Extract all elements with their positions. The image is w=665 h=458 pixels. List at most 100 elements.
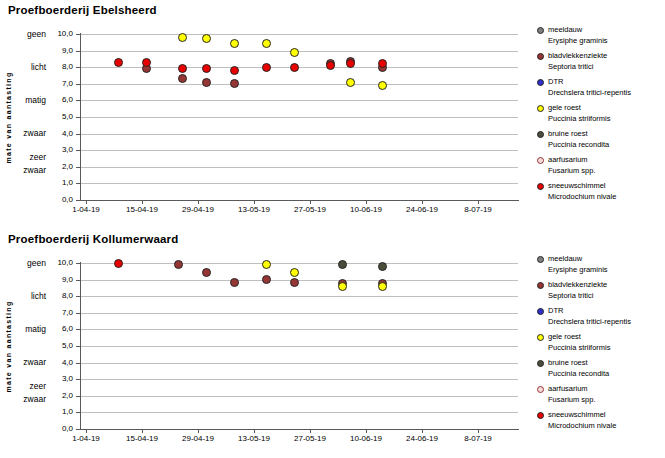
data-point-bladvlekkenziekte — [178, 74, 187, 83]
legend-item-gele-roest: gele roestPuccinia striiformis — [537, 331, 663, 353]
y-axis-tick-label: 2,0 — [47, 162, 73, 171]
legend-label: bruine roest — [548, 128, 663, 139]
legend-item-sneeuwschimmel: sneeuwschimmelMicrodochium nivale — [537, 180, 663, 202]
data-point-bladvlekkenziekte — [174, 260, 183, 269]
y-axis-tick-label: 7,0 — [47, 79, 73, 88]
x-axis-tick-mark — [198, 201, 199, 204]
severity-label: zeer zwaar — [0, 151, 46, 177]
x-axis-line — [80, 200, 519, 201]
x-axis-tick-mark — [366, 430, 367, 433]
legend-latin-label: Microdochium nivale — [548, 420, 663, 431]
legend-item-bruine-roest: bruine roestPuccinia recondita — [537, 128, 663, 150]
severity-label: geen — [0, 257, 46, 270]
severity-label: matig — [0, 323, 46, 336]
legend-label: gele roest — [548, 102, 663, 113]
x-axis-tick-label: 13-05-19 — [226, 434, 282, 443]
y-axis-tick-label: 8,0 — [47, 62, 73, 71]
gridline — [80, 34, 518, 35]
legend-marker-aarfusarium — [537, 386, 544, 393]
legend-marker-bladvlekkenziekte — [537, 53, 544, 60]
data-point-sneeuwschimmel — [326, 61, 335, 70]
y-axis-title-text: mate van aantasting — [4, 71, 11, 163]
x-axis-tick-label: 10-06-19 — [338, 434, 394, 443]
severity-label: matig — [0, 94, 46, 107]
data-point-gele-roest — [378, 81, 387, 90]
x-axis-tick-label: 15-04-19 — [114, 205, 170, 214]
y-axis-tick-label: 3,0 — [47, 374, 73, 383]
data-point-sneeuwschimmel — [178, 64, 187, 73]
legend-marker-bruine-roest — [537, 360, 544, 367]
x-axis-tick-label: 24-06-19 — [394, 205, 450, 214]
legend-latin-label: Septoria tritici — [548, 61, 663, 72]
gridline — [80, 412, 518, 413]
data-point-sneeuwschimmel — [202, 64, 211, 73]
x-axis-tick-mark — [422, 201, 423, 204]
legend-label: meeldauw — [548, 253, 663, 264]
legend-item-meeldauw: meeldauwErysiphe graminis — [537, 253, 663, 275]
data-point-sneeuwschimmel — [290, 63, 299, 72]
legend-marker-sneeuwschimmel — [537, 412, 544, 419]
legend-item-gele-roest: gele roestPuccinia striiformis — [537, 102, 663, 124]
gridline — [80, 51, 518, 52]
gridline — [80, 296, 518, 297]
x-axis-tick-mark — [86, 201, 87, 204]
y-axis-line — [80, 262, 81, 430]
legend-marker-meeldauw — [537, 256, 544, 263]
x-axis-tick-label: 10-06-19 — [338, 205, 394, 214]
data-point-sneeuwschimmel — [346, 59, 355, 68]
legend-item-aarfusarium: aarfusariumFusarium spp. — [537, 154, 663, 176]
x-axis-tick-mark — [254, 430, 255, 433]
gridline — [80, 363, 518, 364]
gridline — [80, 183, 518, 184]
legend-label: DTR — [548, 76, 663, 87]
legend-latin-label: Drechslera tritici-repentis — [548, 87, 663, 98]
data-point-gele-roest — [262, 260, 271, 269]
gridline — [80, 167, 518, 168]
y-axis-tick-label: 5,0 — [47, 341, 73, 350]
severity-label: geen — [0, 28, 46, 41]
x-axis-tick-mark — [142, 430, 143, 433]
legend-latin-label: Drechslera tritici-repentis — [548, 316, 663, 327]
legend-item-meeldauw: meeldauwErysiphe graminis — [537, 24, 663, 46]
gridline — [80, 379, 518, 380]
y-axis-tick-label: 1,0 — [47, 407, 73, 416]
legend-latin-label: Erysiphe graminis — [548, 35, 663, 46]
legend-item-DTR: DTRDrechslera tritici-repentis — [537, 305, 663, 327]
chart-title: Proefboerderij Ebelsheerd — [8, 4, 157, 16]
x-axis-tick-label: 29-04-19 — [170, 434, 226, 443]
x-axis-tick-mark — [310, 201, 311, 204]
legend-label: aarfusarium — [548, 154, 663, 165]
data-point-bladvlekkenziekte — [290, 278, 299, 287]
legend-latin-label: Fusarium spp. — [548, 394, 663, 405]
y-axis-title-text: mate van aantasting — [4, 300, 11, 392]
legend-marker-DTR — [537, 79, 544, 86]
x-axis-tick-mark — [478, 430, 479, 433]
data-point-gele-roest — [202, 34, 211, 43]
legend-marker-meeldauw — [537, 27, 544, 34]
legend-marker-gele-roest — [537, 105, 544, 112]
x-axis-tick-label: 24-06-19 — [394, 434, 450, 443]
data-point-sneeuwschimmel — [378, 59, 387, 68]
data-point-gele-roest — [346, 78, 355, 87]
data-point-gele-roest — [290, 48, 299, 57]
x-axis-tick-label: 27-05-19 — [282, 434, 338, 443]
y-axis-tick-label: 0,0 — [47, 195, 73, 204]
data-point-gele-roest — [378, 282, 387, 291]
legend-item-bruine-roest: bruine roestPuccinia recondita — [537, 357, 663, 379]
gridline — [80, 346, 518, 347]
y-axis-tick-label: 10,0 — [47, 258, 73, 267]
legend-latin-label: Microdochium nivale — [548, 191, 663, 202]
y-axis-line — [80, 33, 81, 201]
chart-ebelsheerd: Proefboerderij Ebelsheerd mate van aanta… — [0, 0, 665, 229]
gridline — [80, 117, 518, 118]
data-point-sneeuwschimmel — [230, 66, 239, 75]
severity-label: zwaar — [0, 127, 46, 140]
severity-label: zeer zwaar — [0, 380, 46, 406]
gridline — [80, 134, 518, 135]
data-point-sneeuwschimmel — [262, 63, 271, 72]
legend-marker-gele-roest — [537, 334, 544, 341]
legend-label: bruine roest — [548, 357, 663, 368]
legend-latin-label: Puccinia striiformis — [548, 342, 663, 353]
data-point-bruine-roest — [338, 260, 347, 269]
legend-item-DTR: DTRDrechslera tritici-repentis — [537, 76, 663, 98]
